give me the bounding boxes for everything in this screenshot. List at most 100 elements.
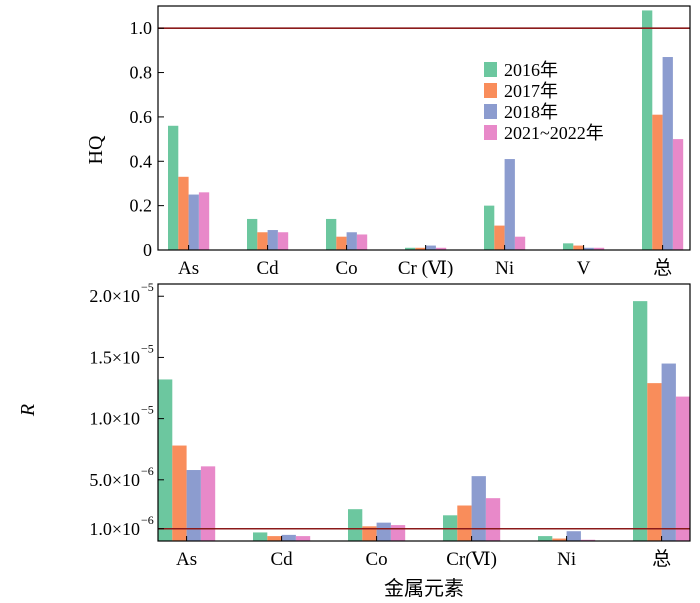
legend-swatch-0 [484,62,497,77]
hq-x-axis: As Cd Co Cr (Ⅵ) Ni V 总 [178,245,672,279]
hq-plot-frame [157,5,691,251]
bar-r-s1-c5 [647,383,662,541]
x-tick-label: V [577,258,591,279]
bar-r-s2-c2 [376,522,391,541]
bar-hq-s3-c1 [277,232,289,250]
bar-r-s1-c4 [552,538,567,541]
bar-hq-s0-c2 [326,218,337,250]
bar-hq-s0-c0 [168,125,179,250]
bar-r-s3-c4 [580,539,596,541]
legend-label-0: 2016年 [504,60,558,80]
x-tick-label: Cd [271,549,294,570]
hq-chart-panel: 0 0.2 0.4 0.6 0.8 1.0 As Cd Co Cr (Ⅵ) Ni V 总 HQ 201… [85,5,691,279]
bar-r-s1-c2 [362,526,377,541]
bar-hq-s0-c1 [247,218,258,250]
bar-hq-s3-c6 [672,139,684,250]
bar-hq-s2-c4 [504,159,515,250]
bar-hq-s3-c3 [435,247,447,250]
bar-r-s1-c3 [457,505,472,541]
y-tick-exponent: −5 [141,280,154,294]
bar-hq-s3-c0 [198,192,210,250]
bar-hq-s0-c6 [642,10,653,250]
bar-hq-s1-c6 [652,114,663,250]
y-tick-exponent: −6 [141,464,154,478]
bar-hq-s1-c4 [494,225,505,250]
bar-r-s0-c0 [158,379,173,541]
bar-hq-s0-c3 [405,247,416,250]
bar-r-s0-c2 [348,509,363,541]
y-tick-exponent: −5 [141,341,154,355]
bar-r-s3-c1 [295,536,311,541]
bar-r-s0-c4 [538,536,553,541]
legend-swatch-1 [484,83,497,98]
bar-hq-s1-c0 [178,176,189,250]
bar-hq-s1-c2 [336,236,347,250]
r-y-axis-label: R [17,404,39,417]
x-axis-title: 金属元素 [384,577,464,600]
y-tick-label: 1.0×10 [89,409,140,429]
y-tick-label: 2.0×10 [89,286,140,306]
x-tick-label: Ni [495,258,514,279]
r-y-axis: 1.0×10 −65.0×10 −61.0×10 −51.5×10 −52.0×10 −5 [89,280,164,539]
y-tick-label: 0.6 [130,107,153,127]
bar-r-s3-c5 [675,396,691,541]
x-tick-label: Co [366,549,388,570]
y-tick-label: 0.2 [130,196,153,216]
bar-hq-s3-c4 [514,236,526,250]
bar-r-s2-c5 [661,363,676,541]
x-tick-label: Cr(Ⅵ) [446,549,497,570]
y-tick-label: 1.5×10 [89,347,140,367]
r-chart-panel: 1.0×10 −65.0×10 −61.0×10 −51.5×10 −52.0×10 −5… [17,280,691,600]
bar-r-s3-c2 [390,525,406,541]
bar-r-s0-c5 [633,301,648,541]
legend-swatch-2 [484,104,497,119]
x-tick-label: As [176,549,197,570]
bar-hq-s0-c5 [563,243,574,250]
y-tick-label: 1.0×10 [89,519,140,539]
bar-hq-s1-c5 [573,245,584,250]
bar-r-s2-c0 [186,470,201,541]
x-tick-label: As [178,258,199,279]
bar-r-s2-c4 [566,531,581,541]
bar-hq-s2-c0 [188,194,199,250]
y-tick-label: 0.4 [130,151,153,171]
hq-bars [168,10,684,250]
legend-label-1: 2017年 [504,81,558,101]
bar-r-s1-c1 [267,536,282,541]
bar-r-s3-c0 [200,466,216,541]
r-bars [158,301,691,541]
bar-hq-s2-c1 [267,230,278,250]
x-tick-label: Cd [257,258,280,279]
y-tick-label: 0 [143,240,152,260]
y-tick-label: 0.8 [130,63,153,83]
bar-hq-s1-c3 [415,247,426,250]
bar-hq-s2-c6 [662,57,673,250]
bar-hq-s0-c4 [484,205,495,250]
x-tick-label: Co [336,258,358,279]
bar-r-s0-c1 [253,532,268,541]
legend-label-3: 2021~2022年 [504,123,604,143]
x-tick-label: 总 [653,257,672,279]
bar-r-s1-c0 [172,445,187,541]
bar-r-s2-c1 [281,534,296,541]
bar-hq-s3-c5 [593,247,605,250]
legend-swatch-3 [484,125,497,140]
bar-hq-s1-c1 [257,232,268,250]
y-tick-label: 5.0×10 [89,470,140,490]
y-tick-exponent: −5 [141,403,154,417]
bar-hq-s3-c2 [356,234,368,250]
bar-r-s2-c3 [471,476,486,541]
bar-r-s3-c3 [485,498,501,541]
r-x-axis: As Cd Co Cr(Ⅵ) Ni 总 [176,536,671,570]
hq-y-axis-label: HQ [85,135,107,164]
y-tick-exponent: −6 [141,513,154,527]
y-tick-label: 1.0 [130,18,153,38]
bar-hq-s2-c3 [425,245,436,250]
bar-hq-s2-c5 [583,247,594,250]
x-tick-label: Cr (Ⅵ) [398,258,454,279]
x-tick-label: 总 [652,548,671,570]
r-plot-frame [157,283,691,542]
x-tick-label: Ni [557,549,576,570]
